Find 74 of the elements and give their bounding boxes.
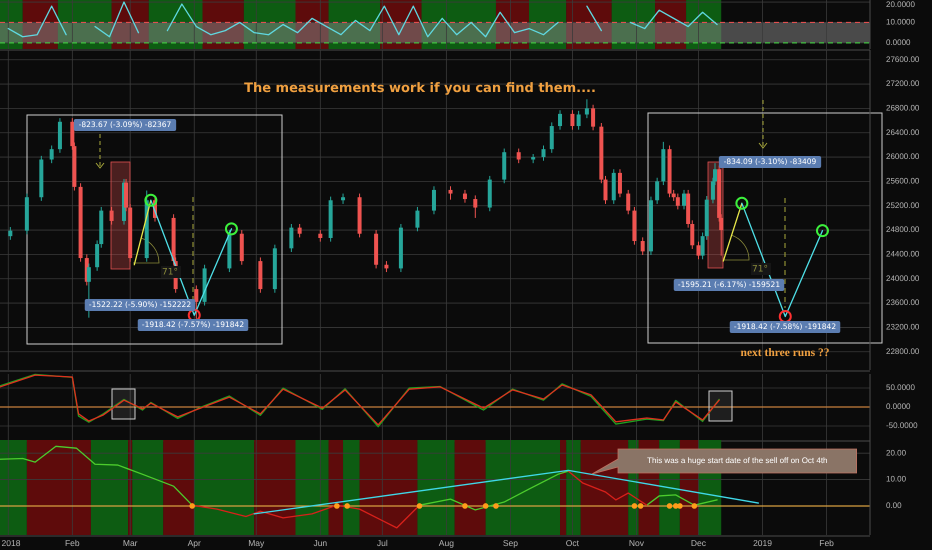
candlestick — [676, 193, 680, 210]
y-tick-label: 10.00 — [886, 474, 907, 484]
x-tick-label: Dec — [690, 538, 707, 548]
y-tick-label: 27600.00 — [886, 54, 920, 64]
y-tick-label: 0.00 — [886, 501, 902, 510]
x-tick-label: Jul — [376, 538, 388, 548]
annotation: next three runs ?? — [740, 347, 830, 359]
candlestick — [626, 189, 630, 215]
y-tick-label: 10.0000 — [886, 18, 916, 27]
y-tick-label: 0.0000 — [886, 402, 912, 412]
y-tick-label: 24400.00 — [886, 250, 920, 259]
y-tick-label: 24000.00 — [886, 274, 920, 283]
candlestick — [473, 194, 478, 218]
y-tick-label: 20.0000 — [886, 0, 916, 10]
candlestick — [432, 186, 436, 215]
candlestick — [516, 148, 521, 164]
y-tick-label: 26400.00 — [886, 128, 920, 137]
candlestick — [318, 230, 322, 242]
x-tick-label: 2018 — [2, 538, 21, 548]
candlestick — [682, 189, 686, 210]
candlestick — [618, 168, 622, 198]
candlestick — [640, 236, 645, 256]
y-tick-label: 26800.00 — [886, 104, 920, 113]
y-tick-label: 26000.00 — [886, 152, 920, 162]
candlestick — [194, 284, 198, 320]
candlestick — [110, 206, 114, 226]
y-tick-label: 22800.00 — [886, 346, 920, 356]
candlestick — [696, 241, 700, 260]
candlestick — [298, 223, 302, 238]
candlestick — [8, 226, 12, 240]
candlestick — [576, 110, 581, 130]
x-tick-label: 2019 — [753, 538, 772, 548]
candlestick — [289, 223, 294, 252]
y-tick-label: -50.0000 — [886, 421, 918, 430]
candlestick — [550, 122, 554, 154]
y-tick-label: 0.0000 — [886, 38, 912, 47]
candlestick — [558, 110, 562, 130]
candlestick — [690, 220, 694, 250]
candlestick — [384, 260, 388, 273]
candlestick — [448, 186, 452, 200]
x-tick-label: Aug — [438, 538, 454, 548]
x-tick-label: Oct — [566, 538, 580, 548]
x-tick-label: Feb — [65, 538, 80, 548]
text: The measurements work if you can find them.... — [244, 81, 596, 96]
y-tick-label: 50.0000 — [886, 383, 916, 392]
y-tick-label: 20.00 — [886, 448, 907, 458]
candlestick — [415, 206, 420, 232]
annotation: 71° — [162, 267, 178, 278]
candlestick — [95, 240, 100, 272]
y-tick-label: 25600.00 — [886, 176, 920, 186]
x-tick-label: Apr — [188, 538, 202, 548]
x-tick-label: Feb — [819, 538, 834, 548]
candlestick — [584, 98, 589, 119]
y-tick-label: 23600.00 — [886, 298, 920, 308]
x-tick-label: Nov — [628, 538, 645, 548]
candlestick — [570, 110, 574, 130]
x-tick-label: Mar — [122, 538, 138, 548]
line-series — [568, 470, 648, 506]
candlestick — [591, 104, 596, 131]
y-tick-label: 27200.00 — [886, 79, 920, 88]
candlestick — [531, 154, 536, 164]
candlestick — [341, 193, 346, 204]
y-tick-label: 24800.00 — [886, 225, 920, 234]
candlestick — [50, 145, 54, 164]
candlestick — [462, 189, 467, 204]
x-tick-label: Jun — [313, 538, 328, 548]
candlestick — [655, 177, 660, 204]
x-tick-label: May — [248, 538, 266, 548]
annotation: 71° — [752, 264, 768, 274]
x-tick-label: Sep — [502, 538, 518, 548]
candlestick — [541, 145, 546, 162]
y-tick-label: 25200.00 — [886, 200, 920, 210]
annotation: This was a huge start date of the sell off on Oct 4th — [647, 456, 828, 466]
y-tick-label: 23200.00 — [886, 322, 920, 332]
